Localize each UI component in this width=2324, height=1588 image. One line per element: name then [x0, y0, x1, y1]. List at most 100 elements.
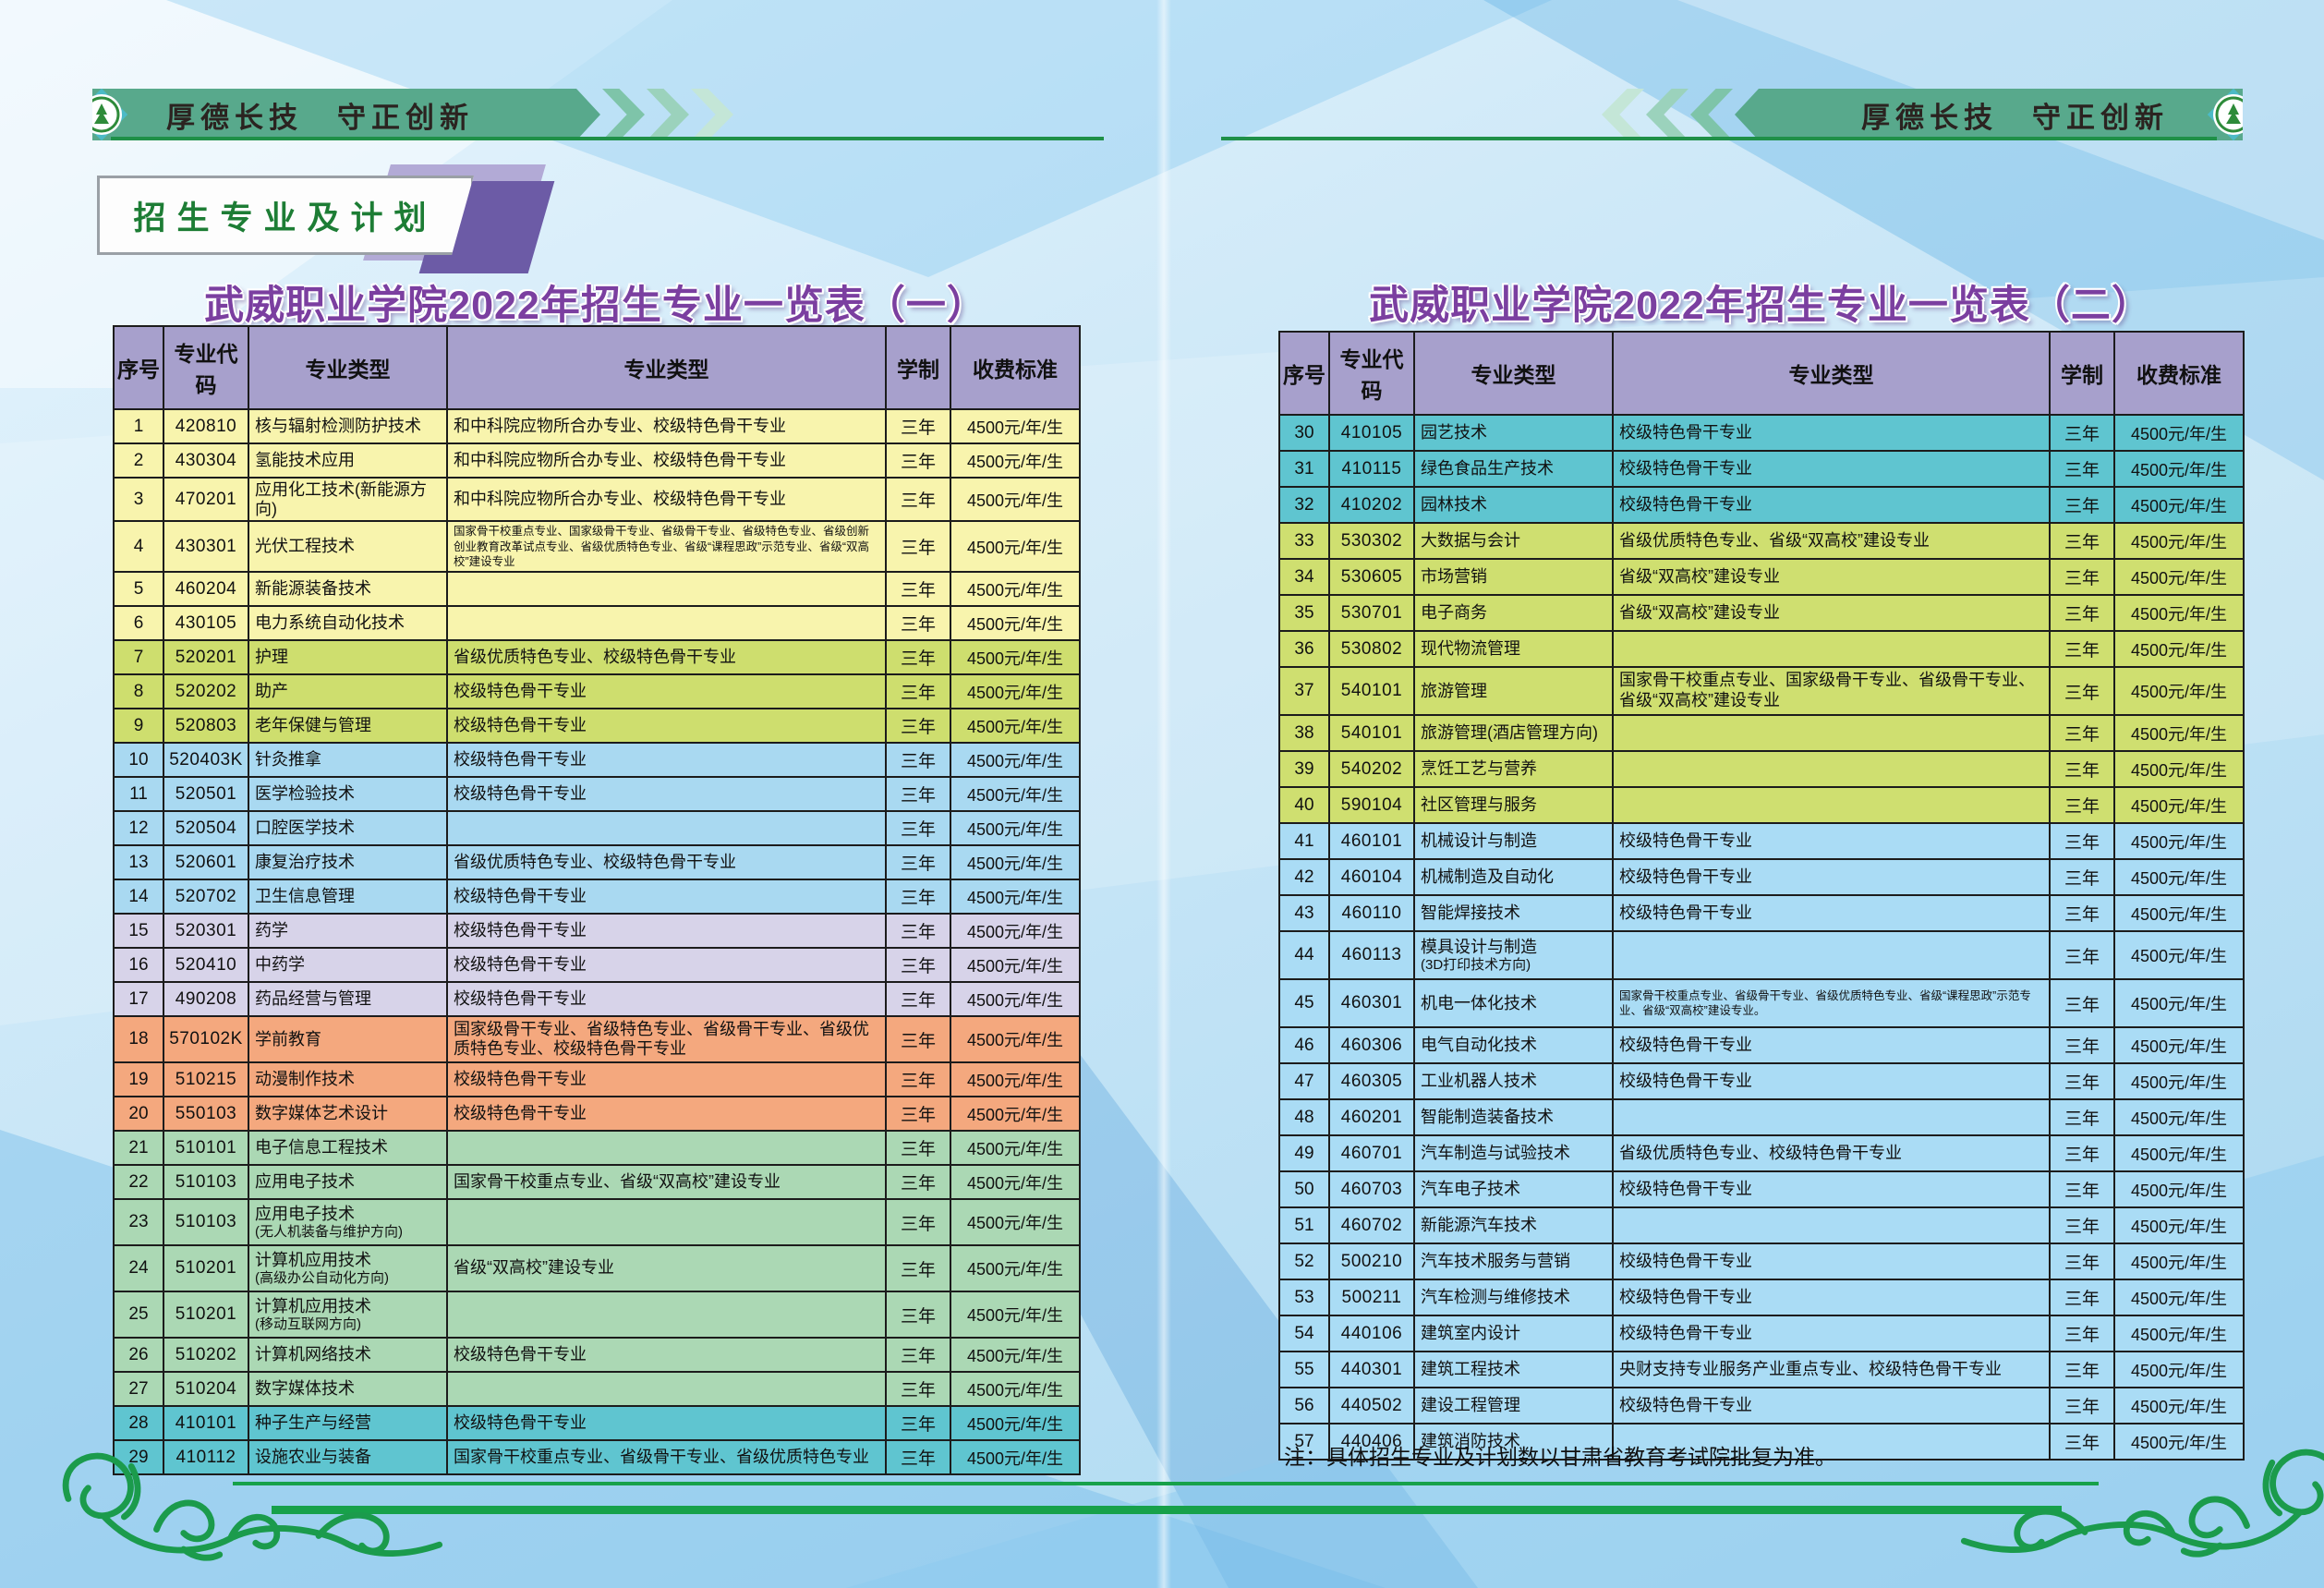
cell-name: 口腔医学技术	[248, 810, 448, 847]
cell-code: 520803	[163, 708, 249, 745]
cell-fee: 4500元/年/生	[2113, 1170, 2245, 1208]
cell-fee: 4500元/年/生	[2113, 594, 2245, 632]
cell-fee: 4500元/年/生	[2113, 978, 2245, 1028]
cell-num: 3	[113, 476, 164, 523]
cell-name: 药品经营与管理	[248, 981, 448, 1018]
cell-duration: 三年	[885, 810, 951, 847]
cell-code: 460201	[1328, 1098, 1415, 1136]
cell-type: 省级优质特色专业、校级特色骨干专业	[446, 844, 887, 881]
cell-duration: 三年	[885, 1198, 951, 1247]
cell-code: 440106	[1328, 1315, 1415, 1352]
cell-duration: 三年	[2049, 666, 2115, 716]
cell-name: 核与辐射检测防护技术	[248, 408, 448, 444]
table-row: 46 460306 电气自动化技术 校级特色骨干专业 三年 4500元/年/生	[1278, 1026, 2245, 1064]
cell-duration: 三年	[885, 913, 951, 950]
cell-type	[1612, 1098, 2051, 1136]
table-row: 19 510215 动漫制作技术 校级特色骨干专业 三年 4500元/年/生	[113, 1061, 1081, 1098]
cell-type: 央财支持专业服务产业重点专业、校级特色骨干专业	[1612, 1351, 2051, 1388]
cell-fee: 4500元/年/生	[950, 947, 1081, 984]
cell-num: 49	[1278, 1134, 1330, 1172]
cell-type: 校级特色骨干专业	[446, 1096, 887, 1133]
cell-duration: 三年	[885, 844, 951, 881]
cell-num: 45	[1278, 978, 1330, 1028]
table-row: 51 460702 新能源汽车技术 三年 4500元/年/生	[1278, 1206, 2245, 1244]
majors-table: 序号 专业代码 专业类型 专业类型 学制 收费标准 1 420810 核与辐射检测防护技术 和中科…	[113, 325, 1081, 1476]
cell-fee: 4500元/年/生	[950, 639, 1081, 676]
cell-fee: 4500元/年/生	[950, 742, 1081, 779]
cell-name: 应用化工技术(新能源方向)	[248, 476, 448, 523]
table-row: 7 520201 护理 省级优质特色专业、校级特色骨干专业 三年 4500元/年/生	[113, 639, 1081, 676]
table-row: 47 460305 工业机器人技术 校级特色骨干专业 三年 4500元/年/生	[1278, 1062, 2245, 1100]
cell-name: 药学	[248, 913, 448, 950]
cell-type	[1612, 714, 2051, 752]
cell-num: 23	[113, 1198, 164, 1247]
cell-fee: 4500元/年/生	[950, 844, 1081, 881]
cell-code: 410105	[1328, 414, 1415, 452]
cell-fee: 4500元/年/生	[950, 1096, 1081, 1133]
table-row: 48 460201 智能制造装备技术 三年 4500元/年/生	[1278, 1098, 2245, 1136]
cell-duration: 三年	[885, 476, 951, 523]
cell-duration: 三年	[2049, 1315, 2115, 1352]
cell-fee: 4500元/年/生	[950, 1439, 1081, 1476]
cell-code: 540101	[1328, 666, 1415, 716]
table-row: 15 520301 药学 校级特色骨干专业 三年 4500元/年/生	[113, 913, 1081, 950]
cell-name: 计算机应用技术 (高级办公自动化方向)	[248, 1244, 448, 1293]
cell-type: 省级“双高校”建设专业	[446, 1244, 887, 1293]
cell-name: 针灸推拿	[248, 742, 448, 779]
cell-code: 440301	[1328, 1351, 1415, 1388]
cell-duration: 三年	[885, 442, 951, 479]
cell-fee: 4500元/年/生	[2113, 1423, 2245, 1461]
cell-name: 助产	[248, 673, 448, 710]
cell-duration: 三年	[2049, 1243, 2115, 1280]
cell-duration: 三年	[885, 1337, 951, 1374]
cell-duration: 三年	[2049, 1062, 2115, 1100]
cell-num: 54	[1278, 1315, 1330, 1352]
cell-duration: 三年	[885, 1405, 951, 1442]
cell-num: 39	[1278, 750, 1330, 788]
cell-duration: 三年	[2049, 1387, 2115, 1424]
cell-num: 18	[113, 1015, 164, 1064]
cell-fee: 4500元/年/生	[2113, 1098, 2245, 1136]
table-row: 32 410202 园林技术 校级特色骨干专业 三年 4500元/年/生	[1278, 486, 2245, 524]
table-row: 16 520410 中药学 校级特色骨干专业 三年 4500元/年/生	[113, 947, 1081, 984]
cell-type: 校级特色骨干专业	[1612, 1279, 2051, 1316]
cell-num: 25	[113, 1291, 164, 1339]
cell-type: 校级特色骨干专业	[446, 879, 887, 915]
cell-duration: 三年	[2049, 786, 2115, 824]
cell-code: 420810	[163, 408, 249, 444]
cell-code: 520403K	[163, 742, 249, 779]
cell-num: 53	[1278, 1279, 1330, 1316]
cell-type: 校级特色骨干专业	[446, 1337, 887, 1374]
cell-type: 省级优质特色专业、省级“双高校”建设专业	[1612, 522, 2051, 560]
cell-name: 数字媒体艺术设计	[248, 1096, 448, 1133]
cell-type: 校级特色骨干专业	[446, 981, 887, 1018]
cell-name: 电子信息工程技术	[248, 1130, 448, 1167]
cell-duration: 三年	[2049, 450, 2115, 488]
cell-type: 校级特色骨干专业	[446, 947, 887, 984]
cell-num: 36	[1278, 630, 1330, 668]
cell-fee: 4500元/年/生	[950, 1405, 1081, 1442]
cell-fee: 4500元/年/生	[950, 673, 1081, 710]
footnote: 注：具体招生专业及计划数以甘肃省教育考试院批复为准。	[1284, 1445, 1836, 1469]
cell-name: 市场营销	[1413, 558, 1614, 596]
table-row: 55 440301 建筑工程技术 央财支持专业服务产业重点专业、校级特色骨干专业 三年 4…	[1278, 1351, 2245, 1388]
cell-type: 国家骨干校重点专业、国家级骨干专业、省级骨干专业、省级特色专业、省级创新创业教育…	[446, 520, 887, 574]
cell-code: 530701	[1328, 594, 1415, 632]
cell-name: 机械设计与制造	[1413, 822, 1614, 860]
cell-num: 2	[113, 442, 164, 479]
cell-name: 电力系统自动化技术	[248, 605, 448, 642]
table-row: 1 420810 核与辐射检测防护技术 和中科院应物所合办专业、校级特色骨干专业 三年 4…	[113, 408, 1081, 444]
cell-fee: 4500元/年/生	[2113, 630, 2245, 668]
cell-fee: 4500元/年/生	[950, 1371, 1081, 1408]
table-row: 28 410101 种子生产与经营 校级特色骨干专业 三年 4500元/年/生	[113, 1405, 1081, 1442]
table-row: 40 590104 社区管理与服务 三年 4500元/年/生	[1278, 786, 2245, 824]
cell-type	[446, 605, 887, 642]
cell-num: 17	[113, 981, 164, 1018]
cell-duration: 三年	[885, 1015, 951, 1064]
cell-num: 10	[113, 742, 164, 779]
cell-type: 国家骨干校重点专业、省级骨干专业、省级优质特色专业	[446, 1439, 887, 1476]
floral-flourish-icon	[1960, 1449, 2324, 1558]
cell-num: 47	[1278, 1062, 1330, 1100]
cell-fee: 4500元/年/生	[950, 1130, 1081, 1167]
cell-num: 6	[113, 605, 164, 642]
